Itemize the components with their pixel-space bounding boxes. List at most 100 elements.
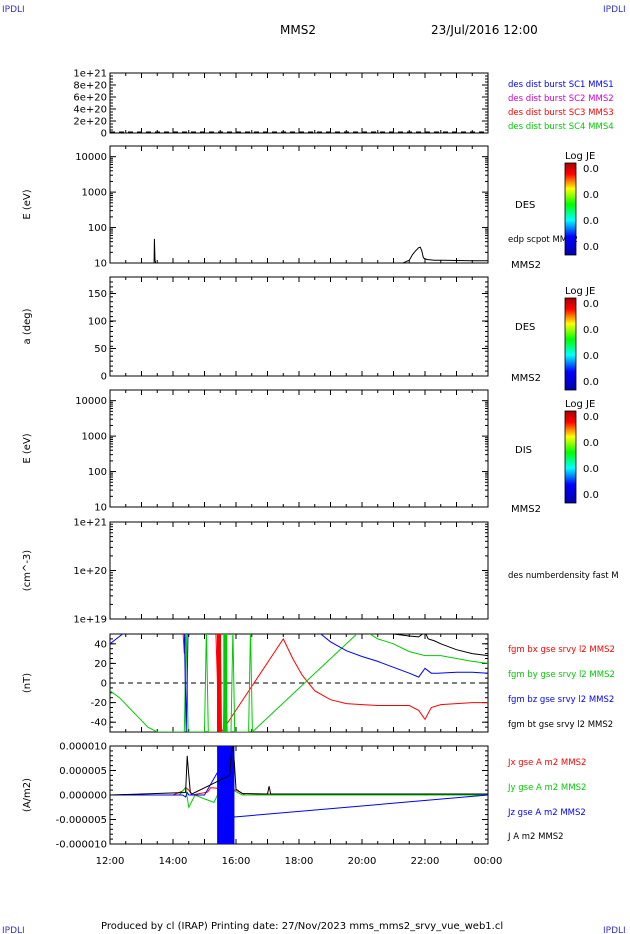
colorbar [564,162,577,256]
time-tick-label: 22:00 [411,856,440,867]
y-tick-label: 10 [94,259,107,270]
time-tick-label: 14:00 [159,856,188,867]
y-tick-label: 50 [94,344,107,355]
y-tick-label: 0.000010 [59,742,107,753]
series-line-p7-3 [110,746,488,796]
colorbar [564,410,577,504]
panel-p2: 10000 1000 100 10 E (eV) DES MMS2 edp scpot MMS… [22,145,599,271]
colorbar [564,297,577,391]
y-tick-label: 0 [101,372,107,383]
legend-entry: Jz gse A m2 MMS2 [507,808,586,818]
y-tick-label: 150 [88,289,107,300]
legend-entry: fgm bt gse srvy l2 MMS2 [508,720,613,730]
colorbar-tick-label: 0.0 [583,412,599,423]
legend-entry: des dist burst SC1 MMS1 [508,80,614,90]
legend-entry: fgm bz gse srvy l2 MMS2 [508,695,614,705]
legend-entry: des dist burst SC3 MMS3 [508,108,614,118]
legend-entry: des dist burst SC4 MMS4 [508,122,614,132]
y-tick-label: 8e+20 [73,81,107,92]
plot-frame [109,145,489,264]
y-tick-label: 10 [94,503,107,514]
y-axis-label: (cm^-3) [22,550,33,591]
y-tick-label: 4e+20 [73,105,107,116]
series-line-p7-1 [110,786,488,842]
y-tick-label: 0 [101,679,107,690]
time-axis: 12:00 14:00 16:00 18:00 20:00 22:00 00:00 [96,856,503,867]
y-axis-label: a (deg) [22,308,33,344]
plot-frame [109,521,489,620]
y-tick-label: 40 [94,639,107,650]
colorbar-tick-label: 0.0 [583,490,599,501]
colorbar-tick-label: 0.0 [583,216,599,227]
y-tick-label: 10000 [75,152,107,163]
time-tick-label: 00:00 [474,856,503,867]
colorbar-tick-label: 0.0 [583,464,599,475]
y-tick-label: -20 [91,698,107,709]
instrument-label: DIS [515,445,532,456]
series-group [110,634,488,732]
panel-p3: 150 100 50 0 a (deg) DES MMS2 Log JE 0.0 0.0 0.0 0.… [22,276,599,391]
y-tick-label: 100 [88,467,107,478]
footer-text: Produced by cl (IRAP) Printing date: 27/… [101,921,503,932]
legend-entry: des numberdensity fast M [508,571,619,581]
colorbar-title: Log JE [565,399,595,410]
overlay-label: edp scpot MMS2 [508,235,578,245]
corner-label-bottom-right: IPDLI [603,926,626,934]
y-tick-label: 1e+19 [73,615,107,626]
y-tick-label: 1000 [82,432,107,443]
spacecraft-title: MMS2 [280,23,316,37]
y-tick-label: 1e+21 [73,69,107,80]
plot-frame [109,72,489,134]
series-line-p6-3 [389,634,488,657]
time-tick-label: 12:00 [96,856,125,867]
legend-entry: des dist burst SC2 MMS2 [508,94,614,104]
y-tick-label: 0 [101,129,107,140]
colorbar-tick-label: 0.0 [583,164,599,175]
y-axis-label: E (eV) [22,433,33,463]
time-tick-label: 18:00 [285,856,314,867]
y-tick-label: -0.000010 [56,840,107,851]
y-tick-label: 1e+21 [73,518,107,529]
y-tick-label: 20 [94,659,107,670]
instrument-label: DES [515,200,535,211]
y-tick-label: 2e+20 [73,117,107,128]
colorbar-tick-label: 0.0 [583,242,599,253]
legend-entry: Jy gse A m2 MMS2 [507,783,586,793]
series-group [153,238,488,263]
y-axis-label: (A/m2) [22,778,33,812]
spacecraft-label: MMS2 [511,260,541,271]
y-tick-label: 1e+20 [73,566,107,577]
y-tick-label: 100 [88,317,107,328]
colorbar-tick-label: 0.0 [583,325,599,336]
panel-p6: 40 20 0 -20 -40 (nT) fgm bx gse srvy l2 MMS2 fg… [22,633,615,733]
legend-entry: fgm by gse srvy l2 MMS2 [508,670,615,680]
legend-entry: fgm bx gse srvy l2 MMS2 [508,645,615,655]
colorbar-tick-label: 0.0 [583,190,599,201]
instrument-label: DES [515,322,535,333]
plot-frame [109,276,489,377]
y-axis-label: (nT) [22,673,33,693]
date-title: 23/Jul/2016 12:00 [431,23,538,37]
series-line-p2-0 [153,238,488,263]
y-tick-label: 0.000005 [59,766,107,777]
y-tick-label: 0.000000 [59,791,107,802]
colorbar-tick-label: 0.0 [583,377,599,388]
plot-frame [109,389,489,508]
corner-label-top-left: IPDLI [2,5,25,15]
y-axis-label: E (eV) [22,189,33,219]
legend-entry: Jx gse A m2 MMS2 [507,758,586,768]
spacecraft-label: MMS2 [511,504,541,515]
legend-entry: J A m2 MMS2 [507,832,564,842]
y-tick-label: 10000 [75,396,107,407]
colorbar-tick-label: 0.0 [583,438,599,449]
bx-spike-band [216,634,221,732]
y-tick-label: 6e+20 [73,93,107,104]
corner-label-bottom-left: IPDLI [2,926,25,934]
series-group [110,746,488,844]
series-line-p7-2 [110,771,488,818]
series-line-p6-1 [110,634,488,732]
colorbar-tick-label: 0.0 [583,299,599,310]
